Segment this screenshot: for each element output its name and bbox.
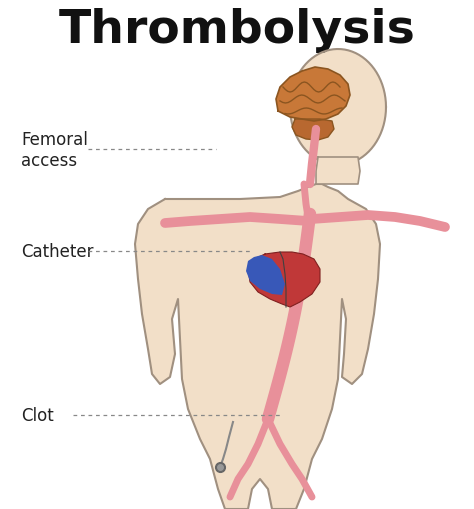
Text: Clot: Clot xyxy=(21,406,54,424)
Polygon shape xyxy=(246,256,285,295)
Polygon shape xyxy=(290,50,386,165)
Polygon shape xyxy=(135,185,380,509)
Text: Femoral
access: Femoral access xyxy=(21,131,88,169)
Polygon shape xyxy=(316,158,360,185)
Text: Thrombolysis: Thrombolysis xyxy=(59,8,415,53)
Polygon shape xyxy=(292,120,334,140)
Polygon shape xyxy=(276,68,350,122)
Text: Catheter: Catheter xyxy=(21,243,94,261)
Polygon shape xyxy=(248,252,320,307)
